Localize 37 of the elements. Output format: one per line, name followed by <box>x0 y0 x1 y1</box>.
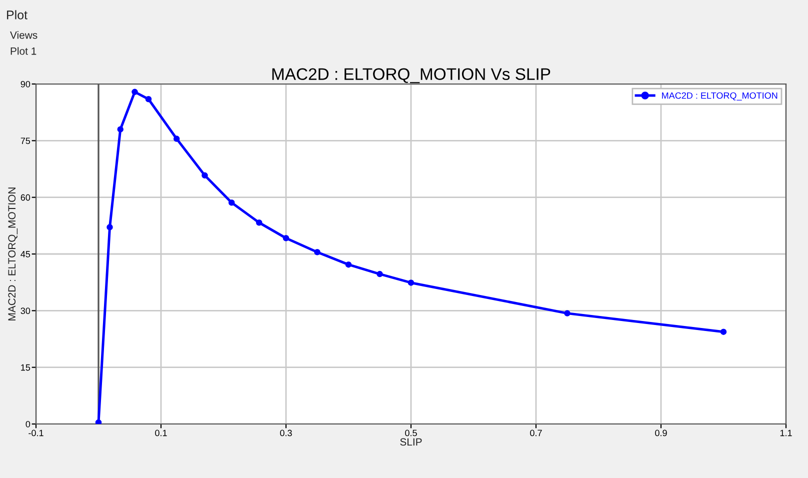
x-tick-label: -0.1 <box>28 430 44 436</box>
point <box>95 419 102 424</box>
legend-label: MAC2D : ELTORQ_MOTION <box>662 92 778 100</box>
y-tick-label: 30 <box>20 308 30 314</box>
point <box>282 235 290 242</box>
point <box>228 199 235 206</box>
x-axis-title: SLIP <box>400 438 422 446</box>
point <box>314 248 320 256</box>
point <box>376 270 383 278</box>
x-tick-label: 0.9 <box>655 430 667 436</box>
point <box>564 310 570 316</box>
y-tick-label: 90 <box>20 80 30 88</box>
point <box>720 328 727 335</box>
text: Plot <box>7 10 28 20</box>
y-tick-label: 75 <box>20 138 30 144</box>
point <box>408 280 414 286</box>
x-tick-label: 0.1 <box>155 430 167 436</box>
text: Views <box>10 31 38 39</box>
y-tick-label: 45 <box>20 251 30 258</box>
point <box>256 220 262 226</box>
point <box>202 172 208 179</box>
point <box>145 96 152 102</box>
x-tick-label: 1.1 <box>780 430 792 436</box>
point <box>132 88 138 96</box>
y-tick-label: 15 <box>21 364 30 371</box>
y-tick-label: 0 <box>26 420 30 428</box>
y-tick-label: 60 <box>20 194 30 201</box>
x-tick-label: 0.7 <box>530 430 542 436</box>
text: Plot 1 <box>10 47 36 55</box>
point <box>345 261 352 268</box>
x-tick-label: 0.5 <box>405 430 417 436</box>
chart-title: MAC2D : ELTORQ_MOTION Vs SLIP <box>272 68 550 84</box>
point <box>106 224 113 230</box>
x-tick-label: 0.3 <box>280 430 292 436</box>
point <box>174 136 180 142</box>
y-axis-title: MAC2D : ELTORQ_MOTION <box>8 188 18 320</box>
point <box>117 126 124 132</box>
